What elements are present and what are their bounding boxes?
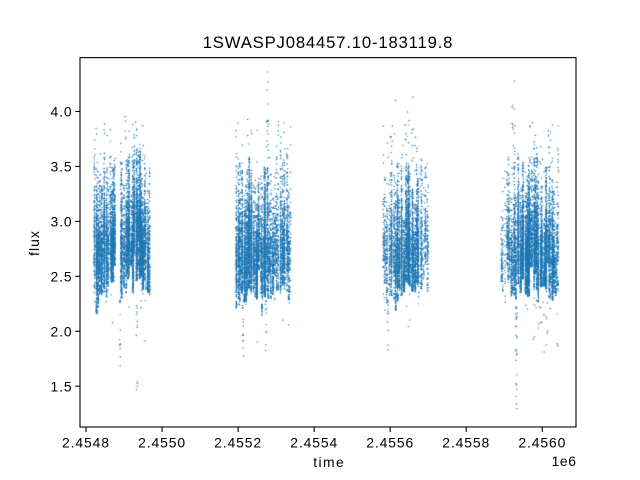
svg-text:2.4552: 2.4552 [214, 435, 262, 451]
svg-text:2.0: 2.0 [50, 323, 72, 339]
svg-text:2.4550: 2.4550 [138, 435, 186, 451]
svg-text:2.4558: 2.4558 [442, 435, 490, 451]
svg-text:2.4556: 2.4556 [366, 435, 414, 451]
svg-text:2.4560: 2.4560 [518, 435, 566, 451]
svg-text:2.4548: 2.4548 [62, 435, 110, 451]
svg-text:4.0: 4.0 [50, 104, 72, 120]
svg-text:3.5: 3.5 [50, 159, 72, 175]
svg-text:2.5: 2.5 [50, 268, 72, 284]
svg-text:1.5: 1.5 [50, 378, 72, 394]
svg-text:1SWASPJ084457.10-183119.8: 1SWASPJ084457.10-183119.8 [203, 33, 454, 52]
svg-text:time: time [313, 454, 345, 470]
svg-text:3.0: 3.0 [50, 214, 72, 230]
svg-text:1e6: 1e6 [552, 453, 577, 469]
svg-text:flux: flux [26, 230, 42, 256]
svg-text:2.4554: 2.4554 [290, 435, 338, 451]
